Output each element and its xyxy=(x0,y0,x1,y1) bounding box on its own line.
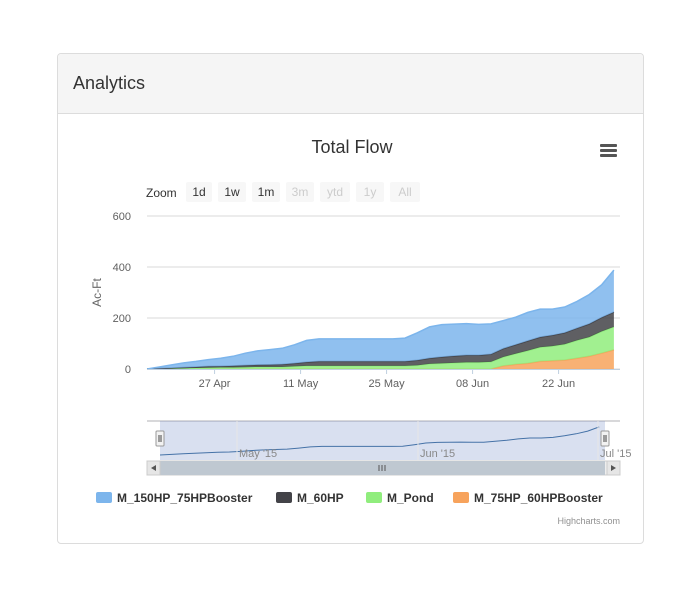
zoom-button-label: 1m xyxy=(258,185,275,199)
x-tick-label: 27 Apr xyxy=(199,378,231,390)
y-axis-title: Ac-Ft xyxy=(90,278,104,307)
legend: M_150HP_75HPBooster M_60HP M_Pond M_75HP_60… xyxy=(96,491,603,505)
navigator-label: Jun '15 xyxy=(420,448,455,460)
legend-label: M_Pond xyxy=(387,491,434,505)
y-tick-label: 400 xyxy=(113,262,131,274)
credits-link[interactable]: Highcharts.com xyxy=(557,516,620,526)
series-line xyxy=(146,269,615,370)
navigator-series xyxy=(159,426,600,456)
zoom-button-1m[interactable]: 1m xyxy=(252,182,280,202)
zoom-button-1d[interactable]: 1d xyxy=(186,182,212,202)
zoom-button-ytd[interactable]: ytd xyxy=(320,182,350,202)
series-area xyxy=(147,270,614,369)
zoom-button-label: 1y xyxy=(364,185,377,199)
zoom-button-1w[interactable]: 1w xyxy=(218,182,246,202)
navigator-left-handle[interactable] xyxy=(155,430,165,447)
legend-item-M_75HP_60HPBooster[interactable]: M_75HP_60HPBooster xyxy=(453,491,603,505)
x-tick-label: 08 Jun xyxy=(456,378,489,390)
y-tick-label: 0 xyxy=(125,364,131,376)
series-area xyxy=(147,312,614,369)
x-tick-label: 22 Jun xyxy=(542,378,575,390)
zoom-button-label: 1d xyxy=(192,185,205,199)
x-tick-label: 25 May xyxy=(369,378,406,390)
zoom-label: Zoom xyxy=(146,186,177,200)
zoom-buttons: 1d 1w 1m 3m ytd 1y All xyxy=(186,182,420,202)
zoom-button-label: 1w xyxy=(224,185,240,199)
legend-swatch xyxy=(276,492,292,503)
zoom-button-3m[interactable]: 3m xyxy=(286,182,314,202)
x-axis: 27 Apr 11 May 25 May 08 Jun 22 Jun xyxy=(147,369,620,390)
legend-item-M_60HP[interactable]: M_60HP xyxy=(276,491,344,505)
navigator-mask[interactable] xyxy=(160,421,605,460)
legend-label: M_60HP xyxy=(297,491,344,505)
x-tick-label: 11 May xyxy=(283,378,319,390)
legend-item-M_Pond[interactable]: M_Pond xyxy=(366,491,434,505)
y-axis: 0 200 400 600 xyxy=(113,211,131,376)
zoom-button-All[interactable]: All xyxy=(390,182,420,202)
series-M_150HP_75HPBooster xyxy=(146,269,615,370)
scroll-right-arrow-icon[interactable] xyxy=(606,460,621,476)
y-tick-label: 200 xyxy=(113,313,131,325)
legend-swatch xyxy=(96,492,112,503)
legend-item-M_150HP_75HPBooster[interactable]: M_150HP_75HPBooster xyxy=(96,491,253,505)
panel-heading: Analytics xyxy=(58,54,643,114)
chart-title: Total Flow xyxy=(311,137,393,157)
panel-title: Analytics xyxy=(73,73,146,93)
legend-label: M_75HP_60HPBooster xyxy=(474,491,603,505)
navigator-label: Jul '15 xyxy=(600,448,631,460)
navigator-label: May '15 xyxy=(239,448,277,460)
legend-swatch xyxy=(366,492,382,503)
series-area xyxy=(147,349,614,369)
stacked-areas xyxy=(146,269,615,370)
scroll-left-arrow-icon[interactable] xyxy=(146,460,161,476)
zoom-button-label: 3m xyxy=(292,185,309,199)
navigator-scrollbar[interactable] xyxy=(146,460,621,476)
zoom-button-label: ytd xyxy=(327,185,343,199)
zoom-button-label: All xyxy=(398,185,411,199)
legend-label: M_150HP_75HPBooster xyxy=(117,491,253,505)
legend-swatch xyxy=(453,492,469,503)
navigator-right-handle[interactable] xyxy=(600,430,610,447)
y-tick-label: 600 xyxy=(113,211,131,223)
navigator[interactable]: May '15 Jun '15 Jul '15 xyxy=(146,420,631,476)
hamburger-menu-icon[interactable] xyxy=(598,138,620,157)
zoom-button-1y[interactable]: 1y xyxy=(356,182,384,202)
